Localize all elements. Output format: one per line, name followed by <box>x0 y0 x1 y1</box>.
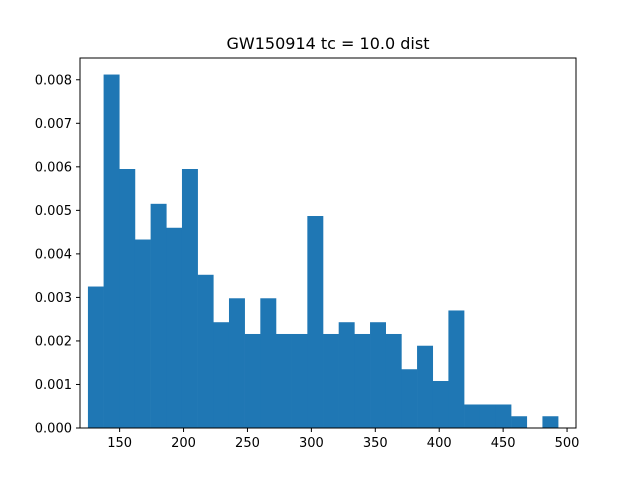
histogram-bar <box>181 169 198 428</box>
histogram-bar <box>150 203 167 428</box>
plot-frame <box>79 57 577 429</box>
histogram-bar <box>103 74 120 428</box>
histogram-bar <box>244 333 261 428</box>
chart-title: GW150914 tc = 10.0 dist <box>227 34 430 53</box>
y-axis: 0.000 0.001 0.002 0.003 0.004 0.005 0.006 0.007… <box>35 73 80 437</box>
histogram-bar <box>197 274 214 428</box>
x-tick-label: 300 <box>299 436 324 451</box>
histogram-bar <box>307 216 324 428</box>
y-tick-label: 0.004 <box>35 247 72 262</box>
histogram-bar <box>354 333 371 428</box>
x-tick-label: 250 <box>235 436 260 451</box>
histogram-bar <box>417 345 434 428</box>
histogram-bar <box>260 298 277 428</box>
histogram-bar <box>166 227 183 428</box>
y-tick-label: 0.006 <box>35 160 72 175</box>
histogram-bar <box>213 322 230 428</box>
histogram-bar <box>542 416 559 428</box>
histogram-bar <box>495 404 512 428</box>
histogram-bar <box>401 369 418 428</box>
histogram-bar <box>370 322 386 428</box>
y-tick-label: 0.000 <box>35 422 72 437</box>
x-tick-label: 500 <box>555 436 580 451</box>
histogram-bar <box>323 333 339 428</box>
x-tick-label: 350 <box>363 436 388 451</box>
histogram-bar <box>291 333 308 428</box>
histogram-bar <box>479 404 496 428</box>
histogram-bar <box>276 333 292 428</box>
x-tick-label: 200 <box>171 436 196 451</box>
x-tick-label: 450 <box>491 436 516 451</box>
y-tick-label: 0.008 <box>35 73 72 88</box>
x-axis: 150 200 250 300 350 400 450 500 <box>107 428 579 451</box>
x-tick-label: 150 <box>107 436 132 451</box>
histogram-bar <box>134 239 151 428</box>
y-tick-label: 0.002 <box>35 334 72 349</box>
histogram-bar <box>432 380 449 428</box>
histogram-bar <box>448 310 465 428</box>
histogram-bar <box>385 333 402 428</box>
histogram-bar <box>338 322 355 428</box>
y-tick-label: 0.003 <box>35 291 72 306</box>
y-tick-label: 0.007 <box>35 117 72 132</box>
histogram-bar <box>228 298 245 428</box>
histogram-bar <box>511 416 528 428</box>
histogram-bar <box>119 169 136 428</box>
histogram-bar <box>464 404 481 428</box>
x-tick-label: 400 <box>427 436 452 451</box>
y-tick-label: 0.005 <box>35 204 72 219</box>
histogram-bar <box>87 286 104 428</box>
histogram-bars <box>87 74 559 428</box>
y-tick-label: 0.001 <box>35 378 72 393</box>
